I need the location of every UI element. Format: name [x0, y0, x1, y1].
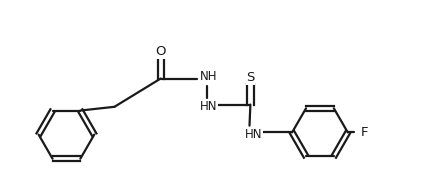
Text: HN: HN [245, 128, 262, 141]
Text: F: F [361, 126, 368, 139]
Text: O: O [155, 45, 166, 58]
Text: HN: HN [200, 100, 218, 113]
Text: S: S [246, 71, 254, 84]
Text: NH: NH [200, 70, 218, 83]
